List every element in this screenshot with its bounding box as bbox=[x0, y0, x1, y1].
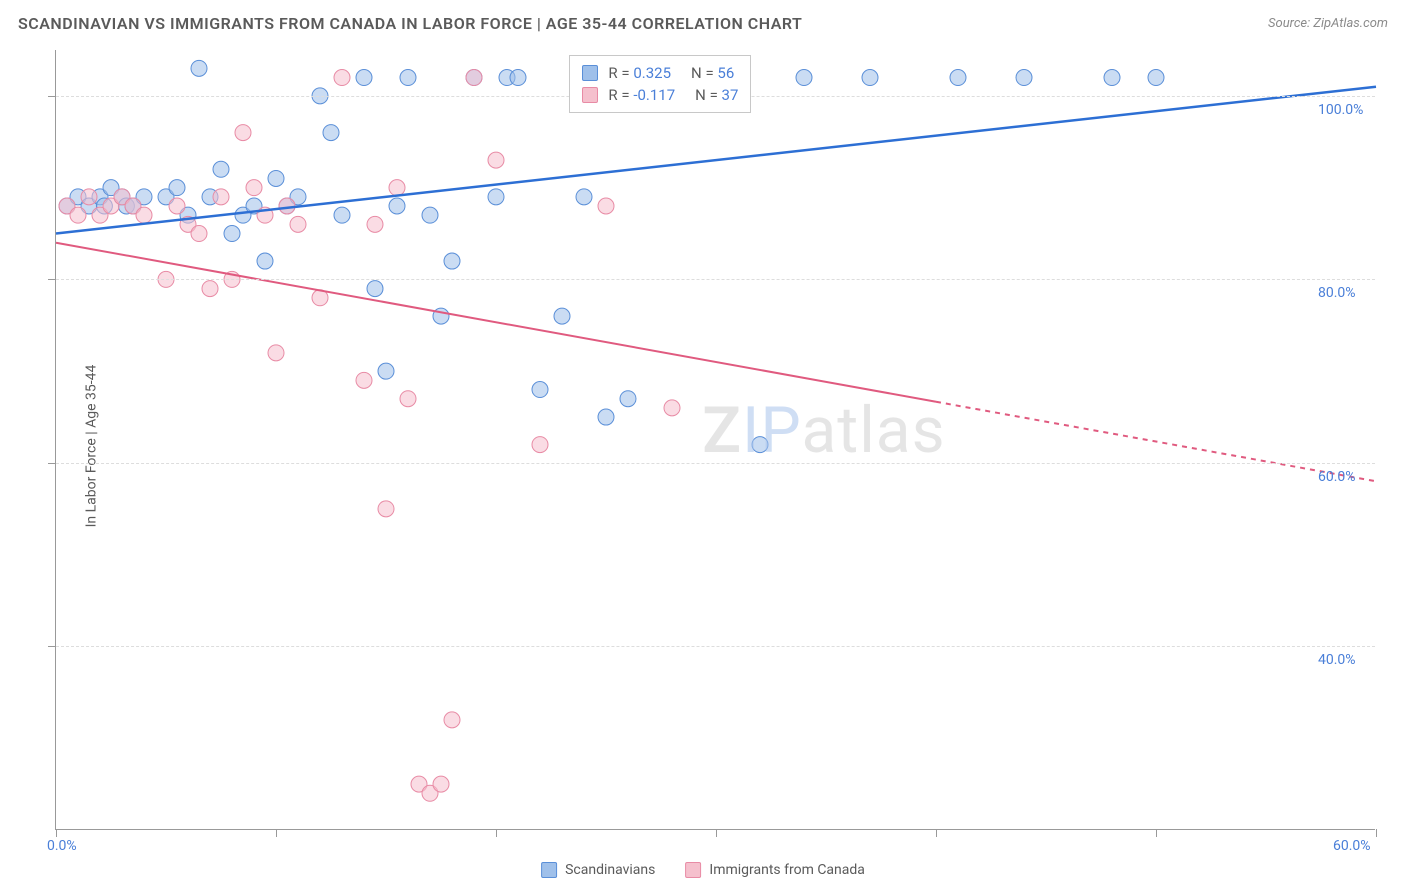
scatter-point bbox=[1104, 70, 1120, 86]
scatter-point bbox=[334, 70, 350, 86]
y-tick-label: 80.0% bbox=[1318, 285, 1356, 301]
plot-area: ZIPatlas 40.0%60.0%80.0%100.0% bbox=[55, 50, 1375, 830]
scatter-point bbox=[213, 161, 229, 177]
scatter-point bbox=[598, 409, 614, 425]
chart-title: SCANDINAVIAN VS IMMIGRANTS FROM CANADA I… bbox=[18, 14, 802, 33]
source-label: Source: ZipAtlas.com bbox=[1268, 16, 1388, 31]
x-tick-label: 60.0% bbox=[1333, 838, 1371, 854]
scatter-point bbox=[664, 400, 680, 416]
scatter-point bbox=[400, 70, 416, 86]
scatter-point bbox=[191, 226, 207, 242]
x-tick-label: 0.0% bbox=[47, 838, 77, 854]
legend-label: Immigrants from Canada bbox=[709, 862, 865, 878]
scatter-point bbox=[268, 345, 284, 361]
correlation-stats-box: R = 0.325 N = 56 R = -0.117 N = 37 bbox=[569, 55, 751, 113]
gridline-h bbox=[56, 279, 1375, 280]
scatter-point bbox=[70, 207, 86, 223]
scatter-point bbox=[268, 170, 284, 186]
scatter-point bbox=[356, 70, 372, 86]
scatter-point bbox=[213, 189, 229, 205]
stat-r-value: 0.325 bbox=[633, 64, 671, 82]
stat-n-value: 37 bbox=[722, 86, 739, 104]
title-bar: SCANDINAVIAN VS IMMIGRANTS FROM CANADA I… bbox=[18, 14, 1388, 33]
gridline-h bbox=[56, 463, 1375, 464]
scatter-point bbox=[1016, 70, 1032, 86]
stats-row: R = -0.117 N = 37 bbox=[582, 84, 738, 106]
scatter-point bbox=[510, 70, 526, 86]
scatter-point bbox=[378, 363, 394, 379]
stat-r-label: R = -0.117 bbox=[608, 86, 675, 104]
stats-swatch bbox=[582, 65, 598, 81]
scatter-point bbox=[367, 216, 383, 232]
scatter-point bbox=[356, 372, 372, 388]
stat-n-value: 56 bbox=[717, 64, 734, 82]
scatter-point bbox=[532, 382, 548, 398]
scatter-point bbox=[169, 198, 185, 214]
legend-swatch bbox=[685, 862, 701, 878]
scatter-point bbox=[224, 226, 240, 242]
stat-r-value: -0.117 bbox=[633, 86, 675, 104]
legend-swatch bbox=[541, 862, 557, 878]
scatter-point bbox=[466, 70, 482, 86]
legend-item: Immigrants from Canada bbox=[685, 862, 865, 878]
scatter-point bbox=[246, 180, 262, 196]
scatter-point bbox=[389, 180, 405, 196]
scatter-point bbox=[752, 437, 768, 453]
scatter-point bbox=[422, 207, 438, 223]
y-tick-label: 60.0% bbox=[1318, 469, 1356, 485]
scatter-point bbox=[323, 125, 339, 141]
bottom-legend: Scandinavians Immigrants from Canada bbox=[541, 862, 865, 878]
scatter-point bbox=[576, 189, 592, 205]
stats-row: R = 0.325 N = 56 bbox=[582, 62, 738, 84]
scatter-point bbox=[950, 70, 966, 86]
scatter-point bbox=[1148, 70, 1164, 86]
scatter-point bbox=[862, 70, 878, 86]
scatter-point bbox=[334, 207, 350, 223]
scatter-point bbox=[389, 198, 405, 214]
chart-container: SCANDINAVIAN VS IMMIGRANTS FROM CANADA I… bbox=[0, 0, 1406, 892]
legend-label: Scandinavians bbox=[565, 862, 655, 878]
legend-item: Scandinavians bbox=[541, 862, 655, 878]
scatter-point bbox=[136, 207, 152, 223]
scatter-point bbox=[433, 776, 449, 792]
scatter-point bbox=[191, 60, 207, 76]
stats-swatch bbox=[582, 87, 598, 103]
plot-svg bbox=[56, 50, 1376, 830]
scatter-point bbox=[444, 712, 460, 728]
scatter-point bbox=[598, 198, 614, 214]
trend-line bbox=[56, 243, 936, 402]
scatter-point bbox=[202, 281, 218, 297]
scatter-point bbox=[532, 437, 548, 453]
y-tick-label: 100.0% bbox=[1318, 102, 1363, 118]
scatter-point bbox=[81, 189, 97, 205]
scatter-point bbox=[169, 180, 185, 196]
scatter-point bbox=[444, 253, 460, 269]
scatter-point bbox=[290, 216, 306, 232]
scatter-point bbox=[620, 391, 636, 407]
scatter-point bbox=[400, 391, 416, 407]
scatter-point bbox=[367, 281, 383, 297]
scatter-point bbox=[488, 152, 504, 168]
scatter-point bbox=[378, 501, 394, 517]
scatter-point bbox=[554, 308, 570, 324]
stat-r-label: R = 0.325 bbox=[608, 64, 671, 82]
trend-line-extrapolated bbox=[936, 402, 1376, 482]
scatter-point bbox=[796, 70, 812, 86]
y-tick-label: 40.0% bbox=[1318, 652, 1356, 668]
gridline-h bbox=[56, 646, 1375, 647]
scatter-point bbox=[257, 253, 273, 269]
scatter-point bbox=[235, 125, 251, 141]
scatter-point bbox=[488, 189, 504, 205]
stat-n-label: N = 37 bbox=[695, 86, 738, 104]
stat-n-label: N = 56 bbox=[691, 64, 734, 82]
